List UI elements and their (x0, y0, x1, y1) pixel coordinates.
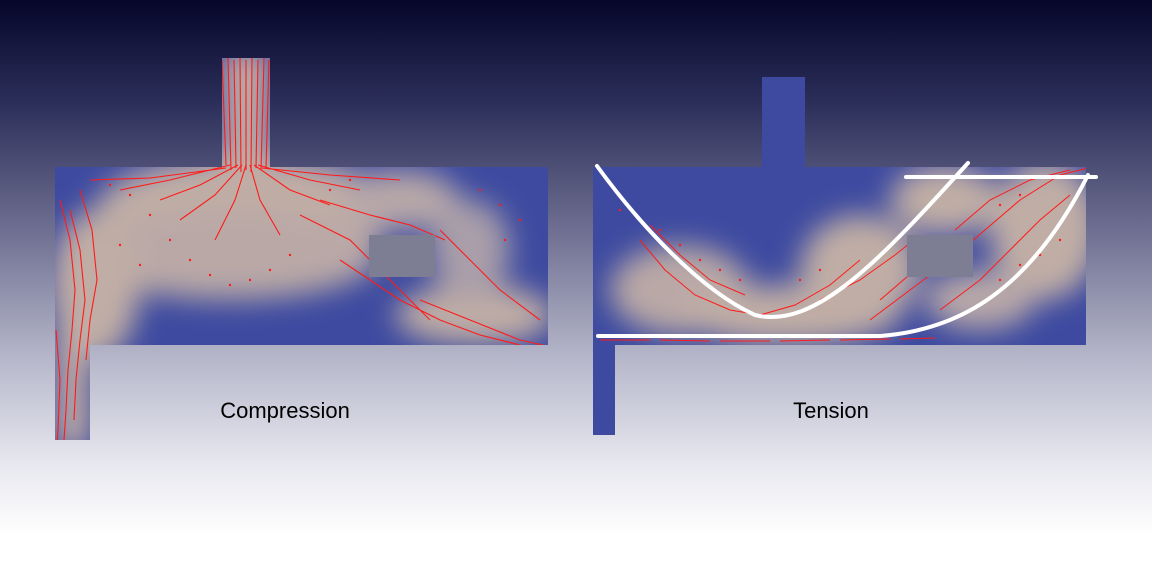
compression-hole (369, 235, 435, 277)
tension-panel (593, 77, 1098, 435)
tension-bottom-chord-line (596, 173, 1090, 338)
compression-stem-vectors (221, 58, 270, 173)
tension-bottom-vectors (600, 337, 936, 342)
tension-body (593, 77, 1086, 435)
tension-dot-field (618, 193, 1062, 282)
tension-label: Tension (793, 398, 869, 423)
compression-label: Compression (220, 398, 350, 423)
tension-curve-vectors (639, 224, 861, 316)
compression-dot-field (108, 178, 522, 287)
tension-load-paths (595, 161, 1098, 338)
tension-catenary-line (595, 161, 970, 319)
tension-hole (907, 235, 973, 277)
compression-fan-vectors (89, 164, 401, 241)
compression-stress-map (55, 58, 548, 440)
compression-left-vectors (55, 189, 98, 440)
